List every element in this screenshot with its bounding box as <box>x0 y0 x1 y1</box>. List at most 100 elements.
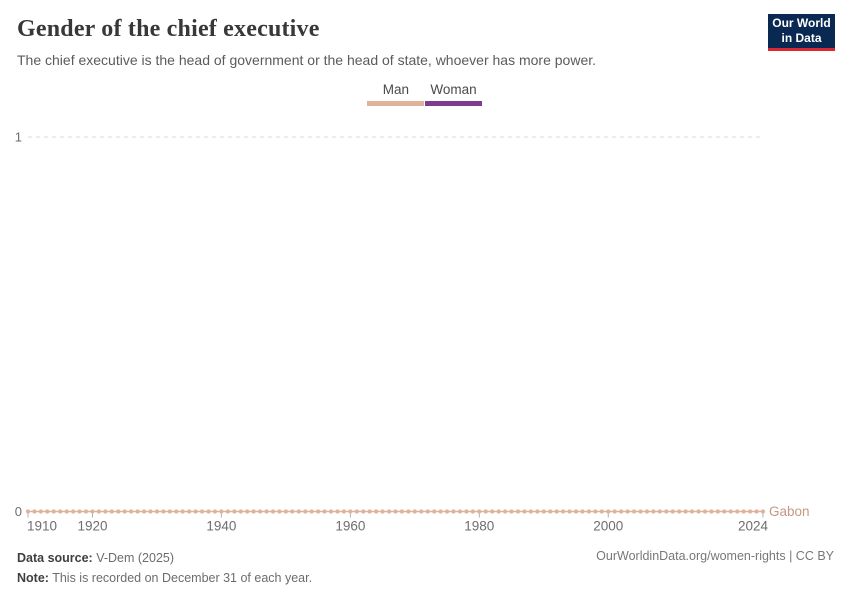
series-point <box>425 509 430 514</box>
attribution-link[interactable]: OurWorldinData.org/women-rights | CC BY <box>596 549 834 563</box>
series-point <box>116 509 121 514</box>
series-point <box>96 509 102 514</box>
x-axis-tick-label: 1910 <box>27 519 57 534</box>
series-point <box>103 509 108 514</box>
chart-subtitle: The chief executive is the head of gover… <box>17 52 597 68</box>
series-point <box>277 509 282 514</box>
series-point <box>683 509 688 514</box>
series-point <box>412 509 417 514</box>
series-label: Gabon <box>769 504 810 519</box>
series-point <box>670 509 675 514</box>
series-point <box>129 509 134 514</box>
x-axis-tick-label: 1920 <box>77 519 107 534</box>
owid-logo-line2: in Data <box>781 31 822 45</box>
series-point <box>25 509 31 514</box>
series-point <box>296 509 301 514</box>
series-point <box>444 509 450 514</box>
series-point <box>625 509 630 514</box>
series-point <box>232 509 237 514</box>
series-point <box>386 509 392 514</box>
series-point <box>631 509 637 514</box>
series-point <box>509 509 514 514</box>
series-point <box>187 509 192 514</box>
series-point <box>180 509 185 514</box>
series-point <box>393 509 398 514</box>
series-point <box>206 509 211 514</box>
series-point <box>464 509 469 514</box>
legend-label: Man <box>382 82 409 97</box>
series-point <box>503 509 508 514</box>
series-point <box>109 509 114 514</box>
series-point <box>251 509 256 514</box>
data-source-line: Data source: V-Dem (2025) <box>17 551 174 565</box>
series-point <box>696 509 701 514</box>
series-point <box>722 509 727 514</box>
series-point <box>664 509 669 514</box>
series-point <box>593 509 598 514</box>
series-point <box>258 509 263 514</box>
series-point <box>432 509 437 514</box>
series-point <box>264 509 269 514</box>
series-point <box>619 509 624 514</box>
series-point <box>328 509 334 514</box>
series-point <box>554 509 559 514</box>
series-point <box>361 509 366 514</box>
series-point <box>174 509 179 514</box>
series-point <box>567 509 572 514</box>
series-point <box>380 509 385 514</box>
series-point <box>290 509 295 514</box>
series-point <box>122 509 127 514</box>
series-point <box>367 509 372 514</box>
series-point <box>148 509 153 514</box>
series-point <box>316 509 321 514</box>
series-point <box>586 509 592 514</box>
series-point <box>167 509 172 514</box>
series-point <box>606 509 611 514</box>
series-point <box>354 509 359 514</box>
series-point <box>219 509 224 514</box>
series-point <box>406 509 411 514</box>
series-point <box>154 509 160 514</box>
series-point <box>735 509 740 514</box>
legend-label: Woman <box>430 82 477 97</box>
series-point <box>728 509 733 514</box>
series-point <box>638 509 643 514</box>
series-point <box>58 509 63 514</box>
note-label: Note: <box>17 571 49 585</box>
y-axis-tick-label: 0 <box>15 504 22 519</box>
series-point <box>457 509 463 514</box>
y-axis-tick-label: 1 <box>15 130 22 145</box>
series-point <box>515 509 521 514</box>
owid-logo[interactable]: Our World in Data <box>768 14 835 51</box>
legend-item-man[interactable]: Man <box>367 82 425 106</box>
series-point <box>535 509 540 514</box>
legend-item-woman[interactable]: Woman <box>424 82 482 106</box>
series-point <box>141 509 147 514</box>
series-point <box>702 509 708 514</box>
series-point <box>51 509 56 514</box>
footer-source-note: Data source: V-Dem (2025) Note: This is … <box>17 548 312 588</box>
series-point <box>399 509 405 514</box>
series-point <box>612 509 617 514</box>
data-source-label: Data source: <box>17 551 93 565</box>
series-point <box>303 509 308 514</box>
series-point <box>522 509 527 514</box>
legend-swatch <box>425 101 482 106</box>
x-axis-tick-label: 1960 <box>335 519 365 534</box>
x-axis-tick-label: 1940 <box>206 519 236 534</box>
series-point <box>245 509 250 514</box>
series-point <box>760 509 766 514</box>
note-value: This is recorded on December 31 of each … <box>48 571 313 585</box>
series-point <box>193 509 198 514</box>
series-point <box>45 509 50 514</box>
series-point <box>599 509 604 514</box>
series-point <box>225 509 230 514</box>
series-point <box>496 509 501 514</box>
series-point <box>90 509 95 514</box>
series-point <box>322 509 327 514</box>
series-point <box>335 509 340 514</box>
series-point <box>748 509 753 514</box>
x-axis-tick-label: 1980 <box>464 519 494 534</box>
